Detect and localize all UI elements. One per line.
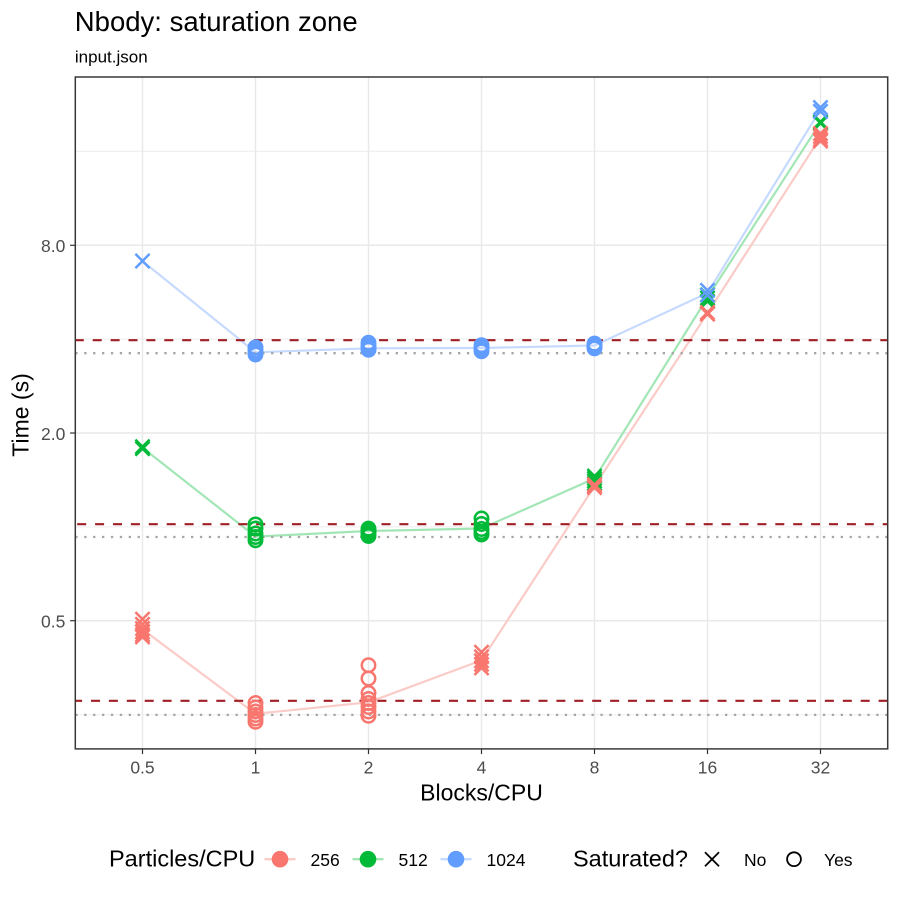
svg-text:Nbody: saturation zone: Nbody: saturation zone [75,6,358,37]
svg-text:8: 8 [590,758,600,778]
svg-text:Saturated?: Saturated? [573,846,688,872]
svg-text:input.json: input.json [75,48,148,67]
svg-text:1024: 1024 [487,850,526,870]
svg-text:16: 16 [698,758,717,778]
svg-text:0.5: 0.5 [41,612,65,632]
svg-text:Particles/CPU: Particles/CPU [109,846,255,872]
svg-text:512: 512 [399,850,428,870]
svg-text:Time (s): Time (s) [8,373,34,456]
svg-text:Blocks/CPU: Blocks/CPU [420,780,543,806]
svg-text:4: 4 [477,758,487,778]
svg-text:Yes: Yes [824,850,853,870]
svg-text:256: 256 [311,850,340,870]
svg-text:0.5: 0.5 [130,758,154,778]
svg-text:8.0: 8.0 [41,236,66,256]
svg-text:32: 32 [811,758,830,778]
svg-text:2.0: 2.0 [41,424,66,444]
svg-text:No: No [744,850,766,870]
svg-text:1: 1 [251,758,261,778]
svg-text:2: 2 [364,758,374,778]
